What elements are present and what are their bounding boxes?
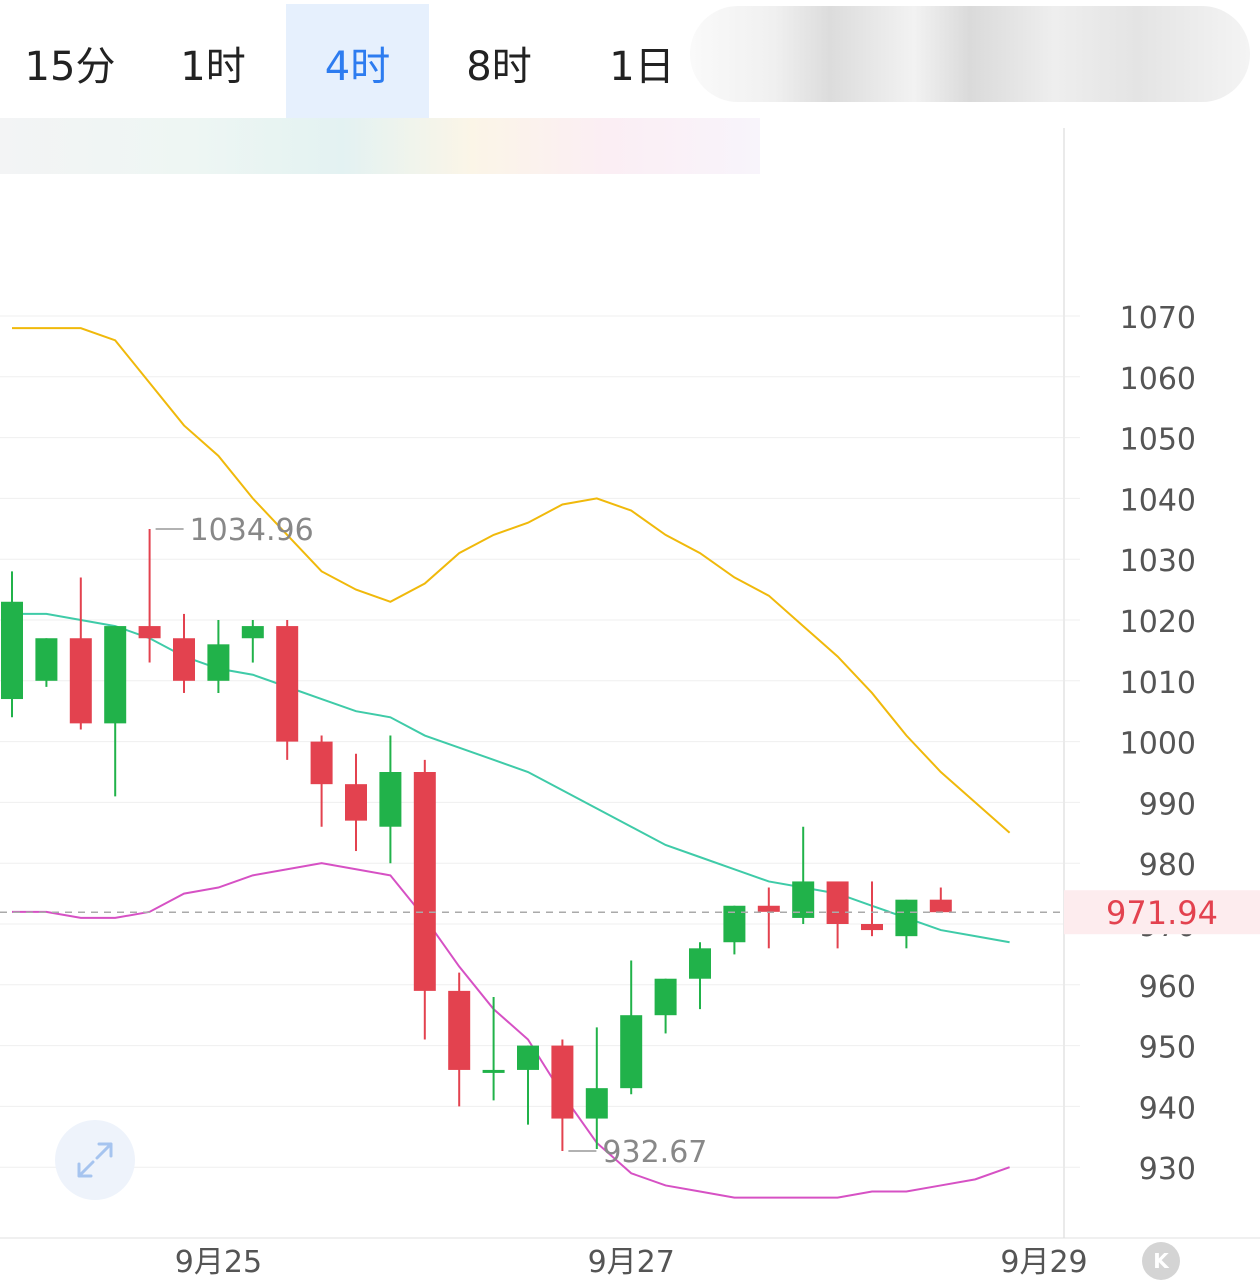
candle-body [929, 899, 952, 913]
annotation-label: 1034.96 [190, 513, 314, 548]
candle-body [173, 638, 195, 681]
candle-body [895, 899, 918, 937]
y-tick-label: 940 [1139, 1091, 1196, 1126]
candle-body [482, 1069, 505, 1073]
annotation-label: 932.67 [602, 1135, 707, 1170]
candle [654, 978, 677, 1034]
y-tick-label: 1050 [1120, 423, 1196, 458]
candle [689, 942, 711, 1010]
candle [826, 881, 849, 949]
candle [276, 620, 299, 760]
candle-body [826, 881, 849, 924]
candle [929, 887, 952, 913]
y-tick-label: 930 [1139, 1152, 1196, 1187]
tab-8h[interactable]: 8时 [466, 44, 532, 90]
last-price-bg [1064, 890, 1260, 935]
last-price-label: 971.94 [1106, 894, 1218, 932]
y-tick-label: 1020 [1120, 605, 1196, 640]
tab-15m[interactable]: 15分 [24, 44, 116, 90]
candle-body [276, 626, 299, 742]
candle [310, 735, 333, 827]
candle [482, 996, 505, 1101]
candle [379, 735, 402, 864]
candle [241, 620, 264, 663]
candle [448, 972, 471, 1107]
y-tick-label: 980 [1139, 848, 1196, 883]
ma-line-ma_yellow [12, 327, 1011, 834]
candle-body [345, 784, 367, 821]
candle [757, 887, 780, 949]
candle-body [551, 1045, 574, 1119]
candle [861, 881, 883, 937]
candle [173, 613, 195, 693]
candle-body [757, 905, 780, 912]
candle [104, 626, 127, 797]
y-tick-label: 950 [1139, 1031, 1196, 1066]
candle-body [585, 1088, 608, 1119]
k-icon[interactable]: K [1142, 1242, 1180, 1280]
candle [35, 638, 58, 687]
candle [723, 905, 746, 955]
candle-body [69, 638, 92, 724]
candle-body [861, 924, 883, 931]
candle-body [792, 881, 815, 918]
redacted-area-strip [0, 118, 760, 174]
y-tick-label: 1070 [1120, 301, 1196, 336]
y-tick-label: 1030 [1120, 544, 1196, 579]
expand-button[interactable] [55, 1120, 135, 1200]
y-tick-label: 960 [1139, 970, 1196, 1005]
candle-body [310, 741, 333, 785]
candle-body [620, 1015, 643, 1089]
candle [413, 759, 436, 1040]
expand-icon [77, 1142, 113, 1178]
candle-body [104, 626, 127, 724]
candle [1, 571, 23, 718]
candle-body [138, 626, 161, 639]
candle [207, 620, 230, 693]
candle [620, 960, 643, 1095]
candle-body [241, 626, 264, 639]
candle-body [35, 638, 58, 681]
candle [517, 1045, 539, 1125]
redacted-area-top [690, 6, 1250, 102]
tab-1h[interactable]: 1时 [180, 44, 246, 90]
x-tick-label: 9月29 [1000, 1245, 1087, 1280]
candle-body [448, 990, 471, 1070]
candle [345, 753, 367, 852]
y-tick-label: 1000 [1120, 727, 1196, 762]
y-tick-label: 1010 [1120, 666, 1196, 701]
candle [69, 577, 92, 730]
x-tick-label: 9月25 [175, 1245, 262, 1280]
ma-line-ma_magenta [12, 862, 1010, 1199]
ma-line-ma_teal [12, 612, 1010, 944]
candle-body [517, 1045, 539, 1070]
tab-1d[interactable]: 1日 [609, 44, 675, 90]
tab-4h[interactable]: 4时 [286, 4, 429, 122]
candle [138, 529, 161, 663]
candle-body [379, 772, 402, 827]
candle [551, 1039, 574, 1151]
candle-body [1, 601, 23, 700]
candle [895, 899, 918, 949]
timeframe-tabs: 15分 1时 4时 8时 1日 [0, 0, 760, 126]
candle-body [689, 948, 711, 979]
y-tick-label: 1060 [1120, 362, 1196, 397]
x-tick-label: 9月27 [588, 1245, 675, 1280]
y-tick-label: 990 [1139, 787, 1196, 822]
candle-body [654, 978, 677, 1016]
candle [792, 826, 815, 924]
y-tick-label: 1040 [1120, 483, 1196, 518]
candle [585, 1027, 608, 1149]
candle-body [413, 772, 436, 991]
candle-body [207, 644, 230, 681]
candle-body [723, 905, 746, 943]
